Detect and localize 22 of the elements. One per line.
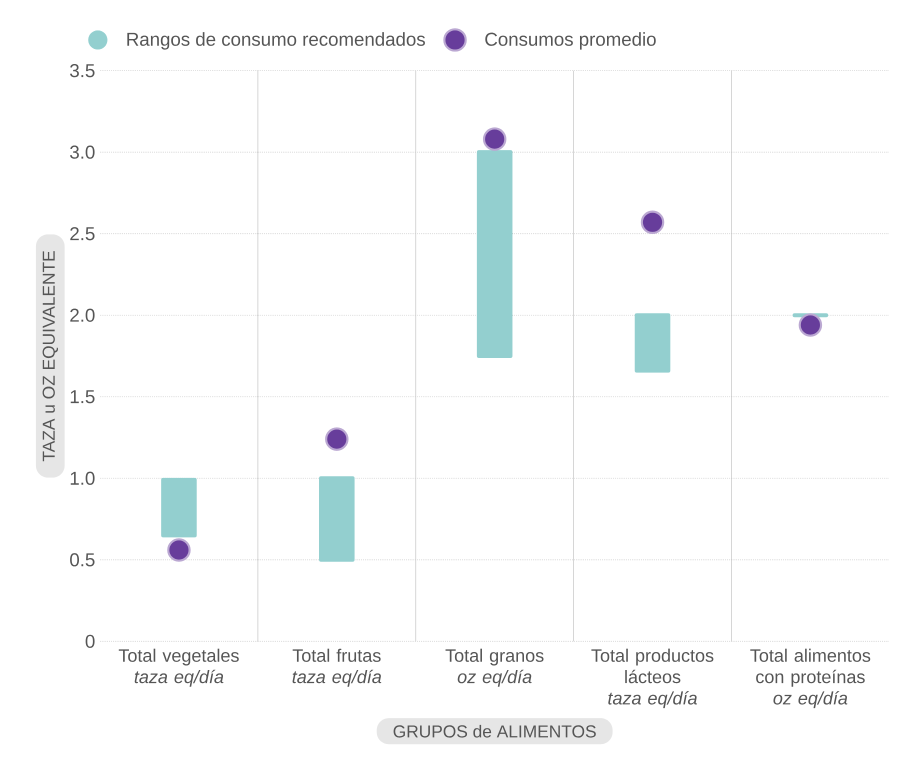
y-axis-title: TAZA u OZ EQUIVALENTE	[42, 250, 58, 462]
y-tick-label: 1.0	[70, 471, 95, 485]
x-tick-label: Total alimentos con proteínas oz eq/día	[750, 648, 870, 708]
y-tick-label: 2.0	[70, 308, 95, 322]
y-tick-label: 3.5	[70, 64, 95, 78]
legend-label: Rangos de consumo recomendados	[127, 32, 425, 50]
y-tick-label: 0	[86, 634, 95, 648]
point	[482, 127, 506, 151]
x-tick-label: Total productos lácteos taza eq/día	[591, 648, 714, 708]
y-tick-label: 1.5	[70, 390, 95, 404]
x-tick-label: Total vegetales taza eq/día	[118, 648, 239, 687]
point	[640, 210, 664, 234]
point	[798, 313, 822, 337]
y-tick-label: 2.5	[70, 226, 95, 240]
point	[325, 427, 349, 451]
x-axis-title: GRUPOS de ALIMENTOS	[394, 724, 596, 738]
y-tick-label: 3.0	[70, 145, 95, 159]
legend-label: Consumos promedio	[485, 32, 656, 50]
y-tick-label: 0.5	[70, 553, 95, 566]
x-tick-label: Total granos oz eq/día	[446, 648, 544, 687]
point	[167, 538, 191, 562]
x-tick-label: Total frutas taza eq/día	[292, 648, 382, 687]
